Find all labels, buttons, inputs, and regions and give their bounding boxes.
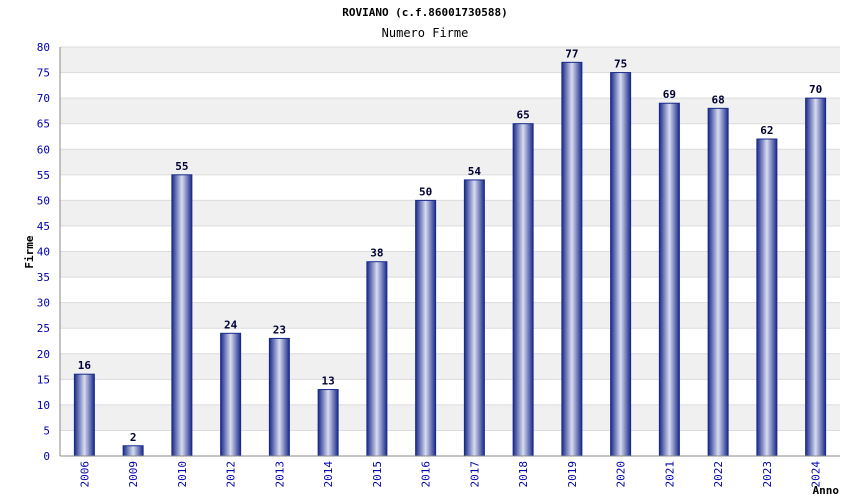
data-label: 75 [614,58,627,71]
x-tick-label: 2023 [761,461,774,488]
y-tick-label: 5 [43,424,50,437]
bar-2015 [366,261,388,457]
x-axis-label: Anno [813,484,840,497]
y-tick-label: 20 [37,348,50,361]
data-label: 23 [273,323,286,336]
y-tick-label: 25 [37,322,50,335]
y-tick-label: 45 [37,220,50,233]
x-tick-label: 2021 [663,461,676,488]
y-tick-label: 80 [37,41,50,54]
data-label: 2 [130,431,137,444]
bar-2022 [707,107,729,457]
y-tick-label: 15 [37,373,50,386]
data-label: 77 [565,47,578,60]
y-tick-label: 50 [37,194,50,207]
data-label: 70 [809,83,822,96]
bar-2010 [171,174,193,457]
bar-2006 [73,373,95,457]
y-axis-ticks: 0 5 10 15 20 25 30 35 40 45 50 55 60 65 70 75 80 [37,41,50,463]
x-axis-ticks: 2006 2009 2010 2012 2013 2014 2015 2016 2017 2018… [78,461,822,488]
x-tick-label: 2015 [371,461,384,488]
axes [59,47,840,457]
bar-2016 [415,199,437,457]
x-tick-label: 2010 [176,461,189,488]
bar-2017 [463,179,485,457]
chart-subtitle: Numero Firme [382,26,469,40]
bar-2018 [512,123,534,457]
x-tick-label: 2017 [468,461,481,488]
x-tick-label: 2014 [322,461,335,488]
bar-2009 [122,445,144,457]
x-tick-label: 2022 [712,461,725,488]
y-tick-label: 55 [37,169,50,182]
y-axis-label: Firme [23,235,36,268]
bar-2012 [220,332,242,457]
y-tick-label: 0 [43,450,50,463]
y-tick-label: 65 [37,118,50,131]
data-label: 69 [663,88,676,101]
data-label: 54 [468,165,482,178]
x-tick-label: 2024 [810,461,823,488]
y-tick-label: 10 [37,399,50,412]
bar-2020 [610,72,632,457]
data-label: 62 [760,124,773,137]
y-tick-label: 70 [37,92,50,105]
x-tick-label: 2012 [225,461,238,488]
data-label: 38 [370,247,383,260]
chart-title: ROVIANO (c.f.86001730588) [342,6,508,19]
data-label: 65 [517,109,530,122]
y-tick-label: 40 [37,246,50,259]
x-tick-label: 2018 [517,461,530,488]
bar-2021 [658,102,680,457]
bar-2013 [268,337,290,457]
data-label: 50 [419,185,432,198]
data-label: 55 [175,160,188,173]
bar-2019 [561,61,583,457]
data-label: 13 [322,375,335,388]
data-label: 24 [224,318,238,331]
x-tick-label: 2020 [615,461,628,488]
grid-band [60,47,840,73]
bar-2024 [805,97,827,457]
data-labels: 16 2 55 24 23 13 38 50 54 65 77 75 69 68 62 70 [78,47,823,443]
data-label: 16 [78,359,92,372]
x-tick-label: 2013 [273,461,286,488]
x-tick-label: 2019 [566,461,579,488]
y-tick-label: 35 [37,271,50,284]
x-tick-label: 2009 [127,461,140,488]
y-tick-label: 30 [37,297,50,310]
x-tick-label: 2016 [420,461,433,488]
y-tick-label: 60 [37,143,50,156]
y-tick-label: 75 [37,67,50,80]
bar-2023 [756,138,778,457]
bar-2014 [317,389,339,457]
bars [73,61,827,457]
x-tick-label: 2006 [78,461,91,488]
data-label: 68 [712,93,725,106]
